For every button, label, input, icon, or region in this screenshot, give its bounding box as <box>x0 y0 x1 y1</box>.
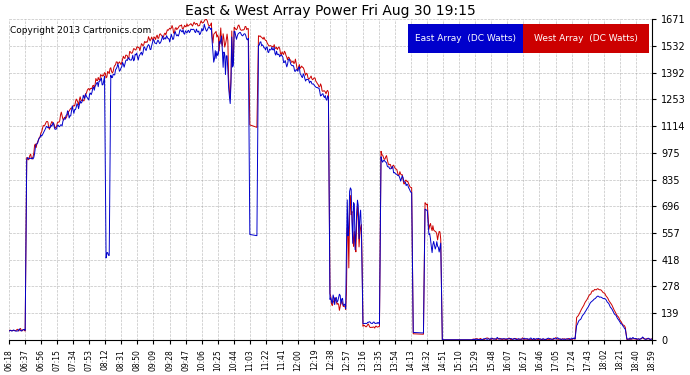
FancyBboxPatch shape <box>408 24 524 53</box>
Text: Copyright 2013 Cartronics.com: Copyright 2013 Cartronics.com <box>10 26 152 35</box>
Text: East Array  (DC Watts): East Array (DC Watts) <box>415 34 516 43</box>
Text: West Array  (DC Watts): West Array (DC Watts) <box>534 34 638 43</box>
Title: East & West Array Power Fri Aug 30 19:15: East & West Array Power Fri Aug 30 19:15 <box>185 4 475 18</box>
FancyBboxPatch shape <box>524 24 649 53</box>
